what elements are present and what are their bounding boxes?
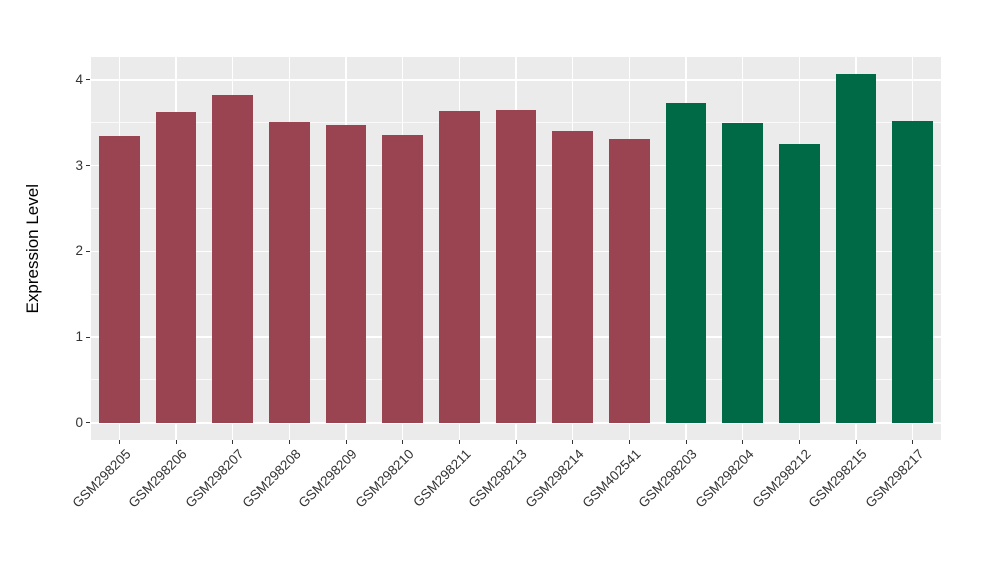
bar-GSM298203	[665, 103, 707, 423]
x-tick-label-GSM298207: GSM298207	[182, 446, 247, 511]
bar-GSM298213	[495, 109, 537, 423]
x-tick-mark-GSM298205	[118, 440, 120, 444]
bar-GSM298217	[892, 121, 934, 423]
y-tick-mark-3	[86, 165, 90, 167]
x-tick-label-GSM298211: GSM298211	[409, 446, 474, 510]
plot-area	[91, 57, 941, 440]
y-tick-mark-4	[86, 79, 90, 81]
x-tick-label-GSM298210: GSM298210	[352, 446, 417, 511]
y-tick-label-4: 4	[75, 71, 83, 87]
x-tick-label-GSM402541: GSM402541	[579, 446, 644, 511]
x-tick-mark-GSM298203	[685, 440, 687, 444]
bar-GSM402541	[608, 139, 650, 423]
bar-GSM298205	[98, 135, 140, 423]
x-tick-label-GSM298213: GSM298213	[465, 446, 530, 511]
x-tick-mark-GSM298209	[345, 440, 347, 444]
x-tick-label-GSM298217: GSM298217	[862, 446, 927, 511]
bar-GSM298210	[382, 134, 424, 423]
x-tick-label-GSM298208: GSM298208	[239, 446, 304, 511]
y-tick-mark-0	[86, 422, 90, 424]
y-tick-label-2: 2	[75, 243, 83, 259]
x-tick-mark-GSM298211	[458, 440, 460, 444]
x-tick-label-GSM298205: GSM298205	[69, 446, 134, 511]
x-tick-label-GSM298203: GSM298203	[635, 446, 700, 511]
x-tick-label-GSM298206: GSM298206	[125, 446, 190, 511]
x-tick-label-GSM298214: GSM298214	[522, 446, 587, 511]
x-tick-mark-GSM298204	[742, 440, 744, 444]
x-tick-mark-GSM298206	[175, 440, 177, 444]
x-tick-label-GSM298204: GSM298204	[692, 446, 757, 511]
bar-GSM298212	[778, 144, 820, 423]
x-tick-mark-GSM298208	[288, 440, 290, 444]
bar-GSM298214	[552, 130, 594, 423]
y-tick-mark-1	[86, 336, 90, 338]
bar-GSM298209	[325, 125, 367, 423]
x-tick-label-GSM298212: GSM298212	[749, 446, 814, 511]
y-tick-label-1: 1	[75, 329, 83, 345]
y-tick-mark-2	[86, 250, 90, 252]
x-tick-mark-GSM298207	[232, 440, 234, 444]
x-tick-mark-GSM402541	[628, 440, 630, 444]
x-tick-label-GSM298209: GSM298209	[295, 446, 360, 511]
x-tick-mark-GSM298217	[912, 440, 914, 444]
x-tick-mark-GSM298214	[572, 440, 574, 444]
bar-GSM298206	[155, 111, 197, 423]
x-tick-mark-GSM298212	[798, 440, 800, 444]
bar-GSM298208	[268, 121, 310, 423]
y-tick-label-0: 0	[75, 414, 83, 430]
x-tick-mark-GSM298215	[855, 440, 857, 444]
x-tick-label-GSM298215: GSM298215	[805, 446, 870, 511]
bar-GSM298207	[212, 94, 254, 423]
x-tick-mark-GSM298210	[402, 440, 404, 444]
bar-GSM298204	[722, 122, 764, 423]
bar-GSM298211	[438, 110, 480, 423]
y-tick-label-3: 3	[75, 157, 83, 173]
x-tick-mark-GSM298213	[515, 440, 517, 444]
bar-GSM298215	[835, 73, 877, 423]
